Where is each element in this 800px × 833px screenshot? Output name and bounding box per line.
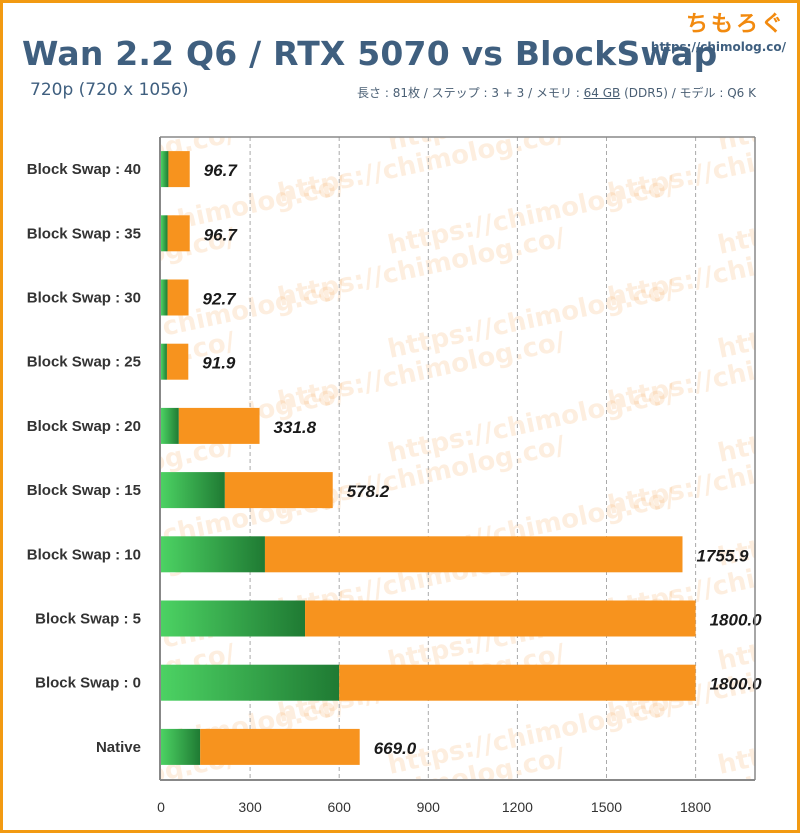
value-label: 96.7 bbox=[204, 161, 239, 180]
bar-segment-green bbox=[161, 472, 225, 509]
x-tick-label: 1200 bbox=[502, 799, 533, 815]
specs-suffix: (DDR5) / モデル : Q6 K bbox=[620, 86, 756, 100]
category-label: Block Swap : 40 bbox=[27, 161, 141, 178]
bar-segment-orange bbox=[167, 215, 190, 252]
bar-segment-orange bbox=[305, 600, 696, 637]
bar-segment-green bbox=[161, 279, 168, 316]
specs-memory: 64 GB bbox=[583, 86, 621, 100]
bar-segment-green bbox=[161, 151, 169, 188]
x-tick-labels: 0 300 600 900 1200 1500 1800 bbox=[157, 799, 711, 815]
bar-segment-orange bbox=[339, 664, 696, 701]
logo-url: https://chimolog.co/ bbox=[650, 40, 786, 54]
bar-segment-green bbox=[161, 215, 168, 252]
category-label: Block Swap : 25 bbox=[27, 354, 141, 371]
watermark-text: https://chimolog.co/ bbox=[715, 67, 800, 157]
category-label: Block Swap : 0 bbox=[35, 675, 141, 692]
chart-title: Wan 2.2 Q6 / RTX 5070 vs BlockSwap bbox=[22, 34, 718, 73]
x-tick-label: 1500 bbox=[591, 799, 622, 815]
watermark-text: https://chimolog.co/ bbox=[715, 691, 800, 781]
specs-prefix: 長さ : 81枚 / ステップ : 3 + 3 / メモリ : bbox=[357, 86, 584, 100]
bar-segment-orange bbox=[200, 728, 360, 765]
watermark-text: https://chimolog.co/ bbox=[715, 171, 800, 261]
bar-segment-green bbox=[161, 343, 167, 380]
x-tick-label: 1800 bbox=[680, 799, 711, 815]
x-tick-label: 600 bbox=[328, 799, 352, 815]
bar-segment-orange bbox=[264, 536, 683, 573]
x-tick-label: 0 bbox=[157, 799, 165, 815]
value-label: 331.8 bbox=[274, 418, 317, 437]
watermark-text: https://chimolog.co/ bbox=[715, 587, 800, 677]
category-label: Block Swap : 10 bbox=[27, 546, 141, 563]
value-label: 1800.0 bbox=[710, 611, 763, 630]
value-label: 1800.0 bbox=[710, 675, 763, 694]
bar-segment-green bbox=[161, 600, 306, 637]
value-label: 578.2 bbox=[347, 482, 390, 501]
bar-segment-orange bbox=[168, 151, 190, 188]
bars-group bbox=[161, 151, 696, 765]
value-label: 96.7 bbox=[204, 225, 239, 244]
bar-segment-green bbox=[161, 407, 179, 444]
category-label: Native bbox=[96, 739, 141, 756]
category-label: Block Swap : 15 bbox=[27, 482, 141, 499]
watermark-text: https://chimolog.co/ bbox=[715, 275, 800, 365]
bar-segment-orange bbox=[224, 472, 333, 509]
bar-segment-green bbox=[161, 664, 340, 701]
bar-segment-orange bbox=[178, 407, 260, 444]
watermark-layer: https://chimolog.co/https://chimolog.co/… bbox=[160, 67, 800, 833]
site-logo: ちもろぐ https://chimolog.co/ bbox=[651, 6, 786, 54]
watermark-text: https://chimolog.co/ bbox=[715, 379, 800, 469]
value-label: 92.7 bbox=[203, 290, 238, 309]
category-label: Block Swap : 5 bbox=[35, 611, 141, 628]
value-label: 91.9 bbox=[202, 354, 236, 373]
category-label: Block Swap : 30 bbox=[27, 290, 141, 307]
chart-subtitle: 720p (720 x 1056) bbox=[30, 80, 189, 100]
category-label: Block Swap : 35 bbox=[27, 225, 141, 242]
test-specs: 長さ : 81枚 / ステップ : 3 + 3 / メモリ : 64 GB (D… bbox=[357, 84, 756, 101]
x-tick-label: 900 bbox=[417, 799, 441, 815]
bar-segment-green bbox=[161, 536, 265, 573]
logo-text: ちもろぐ bbox=[685, 12, 786, 37]
value-label: 669.0 bbox=[374, 739, 417, 758]
bar-segment-green bbox=[161, 728, 201, 765]
category-labels: Block Swap : 40 Block Swap : 35 Block Swap… bbox=[27, 161, 141, 756]
axes bbox=[159, 136, 756, 781]
x-tick-label: 300 bbox=[238, 799, 262, 815]
value-labels: 96.7 96.7 92.7 91.9 331.8 578.2 1755.9 1800.0 18… bbox=[202, 161, 762, 758]
value-label: 1755.9 bbox=[697, 546, 750, 565]
bar-segment-orange bbox=[167, 279, 189, 316]
category-label: Block Swap : 20 bbox=[27, 418, 141, 435]
bar-segment-orange bbox=[166, 343, 189, 380]
watermark-text: https://chimolog.co/ bbox=[605, 743, 800, 833]
